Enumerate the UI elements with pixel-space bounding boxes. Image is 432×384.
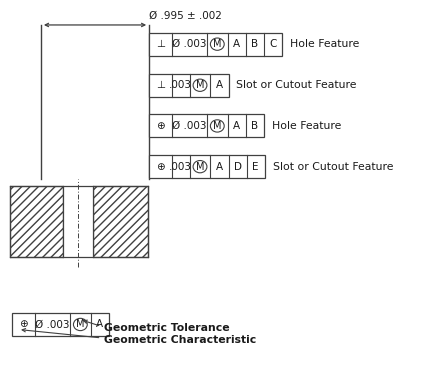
Text: .003: .003 <box>169 80 192 90</box>
Text: ⊕: ⊕ <box>19 319 28 329</box>
Text: A: A <box>233 121 240 131</box>
Text: Ø .003: Ø .003 <box>172 121 206 131</box>
Bar <box>149 155 265 178</box>
Text: A: A <box>216 162 223 172</box>
Text: D: D <box>234 162 241 172</box>
Text: Hole Feature: Hole Feature <box>290 39 359 49</box>
Bar <box>149 114 264 137</box>
Text: M: M <box>213 39 222 49</box>
Text: Ø .003: Ø .003 <box>35 319 70 329</box>
Text: Geometric Characteristic: Geometric Characteristic <box>104 335 256 345</box>
Text: Slot or Cutout Feature: Slot or Cutout Feature <box>236 80 357 90</box>
Text: Slot or Cutout Feature: Slot or Cutout Feature <box>273 162 393 172</box>
Text: ⊥: ⊥ <box>156 80 165 90</box>
Text: A: A <box>96 319 103 329</box>
Text: Ø .003: Ø .003 <box>172 39 206 49</box>
Bar <box>10 186 63 257</box>
Text: B: B <box>251 39 258 49</box>
Text: E: E <box>252 162 259 172</box>
Text: Geometric Tolerance: Geometric Tolerance <box>104 323 229 333</box>
Text: B: B <box>251 121 258 131</box>
Bar <box>149 33 282 56</box>
Text: .003: .003 <box>169 162 192 172</box>
Text: Hole Feature: Hole Feature <box>272 121 341 131</box>
Bar <box>12 313 109 336</box>
Text: M: M <box>196 162 204 172</box>
Text: ⊕: ⊕ <box>156 121 165 131</box>
Text: C: C <box>269 39 277 49</box>
Text: ⊥: ⊥ <box>156 39 165 49</box>
Text: M: M <box>76 319 85 329</box>
Bar <box>10 186 63 257</box>
Bar <box>149 74 229 97</box>
Text: A: A <box>233 39 240 49</box>
Text: M: M <box>213 121 222 131</box>
Text: M: M <box>196 80 204 90</box>
Text: ⊕: ⊕ <box>156 162 165 172</box>
Bar <box>93 186 148 257</box>
Text: A: A <box>216 80 223 90</box>
Text: Ø .995 ± .002: Ø .995 ± .002 <box>149 11 222 21</box>
Bar <box>63 186 93 257</box>
Bar <box>93 186 148 257</box>
